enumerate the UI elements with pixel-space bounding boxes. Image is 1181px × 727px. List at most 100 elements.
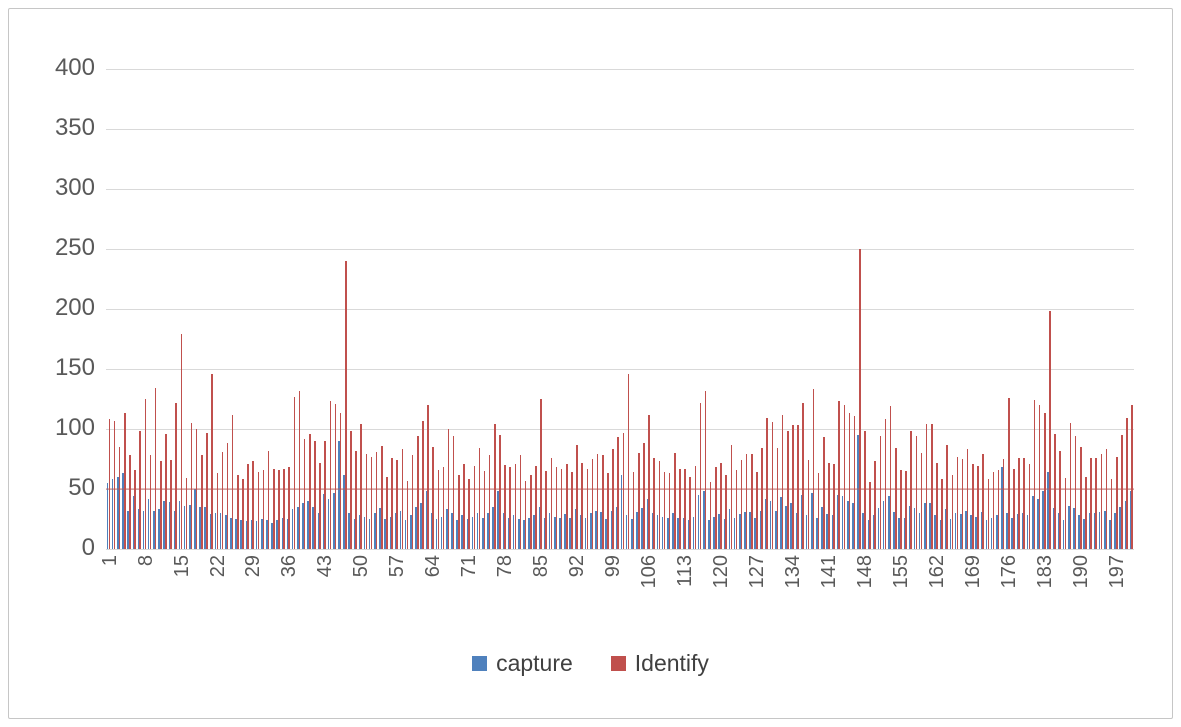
bar-identify: [977, 466, 979, 549]
bar-capture: [1021, 513, 1024, 549]
bar-capture: [1001, 467, 1003, 549]
bar-capture: [867, 520, 870, 549]
bar-capture: [934, 515, 936, 549]
overlay-line-50: [106, 488, 1134, 490]
bar-identify: [458, 474, 460, 549]
bar-capture: [841, 496, 844, 549]
bar-capture: [173, 510, 176, 549]
x-axis-label: 141: [818, 555, 841, 589]
bar-capture: [620, 474, 623, 549]
bar-identify: [889, 406, 892, 549]
bar-capture: [1098, 511, 1101, 549]
x-axis-label: 15: [170, 555, 193, 578]
bar-identify: [201, 455, 203, 549]
bar-identify: [704, 390, 707, 549]
bar-capture: [158, 509, 160, 549]
bar-capture: [882, 501, 885, 549]
bar-identify: [668, 473, 671, 549]
bar-identify: [859, 249, 861, 549]
bar-capture: [276, 520, 278, 549]
bar-identify: [231, 414, 234, 549]
bar-identify: [247, 463, 249, 549]
bar-capture: [759, 510, 762, 549]
bar-capture: [404, 520, 407, 549]
bar-capture: [980, 511, 983, 549]
bar-capture: [625, 515, 628, 549]
bar-identify: [1090, 457, 1092, 549]
bar-identify: [586, 468, 589, 549]
bar-identify: [149, 455, 152, 549]
bar-identify: [422, 420, 424, 549]
gridline: [106, 548, 1134, 550]
bar-capture: [507, 517, 510, 549]
bar-identify: [956, 456, 959, 549]
bar-identify: [941, 479, 943, 549]
bar-identify: [905, 471, 907, 549]
bar-identify: [278, 469, 280, 549]
x-axis-label: 190: [1070, 555, 1093, 589]
bar-capture: [1052, 508, 1055, 549]
bar-identify: [483, 471, 486, 549]
bar-identify: [679, 468, 681, 549]
plot-area: [106, 68, 1134, 550]
bar-identify: [123, 413, 126, 549]
bar-identify: [499, 435, 501, 549]
bar-identify: [494, 424, 496, 549]
bar-identify: [951, 474, 954, 549]
bar-capture: [199, 507, 201, 549]
bar-identify: [761, 448, 763, 549]
bar-capture: [343, 474, 345, 549]
bar-capture: [322, 493, 325, 549]
bar-identify: [1033, 400, 1036, 549]
bar-capture: [944, 509, 947, 549]
bar-identify: [303, 438, 306, 549]
bar-identify: [195, 429, 198, 549]
bar-identify: [684, 468, 686, 549]
bar-capture: [826, 514, 828, 549]
bar-capture: [420, 503, 422, 549]
x-axis-label: 1: [98, 555, 121, 567]
bar-capture: [219, 513, 222, 549]
bar-identify: [766, 418, 769, 549]
bar-identify: [720, 462, 722, 549]
bar-identify: [401, 449, 404, 549]
bar-capture: [317, 513, 320, 549]
bar-identify: [566, 463, 568, 549]
legend-label-identify: Identify: [634, 650, 709, 676]
bar-identify: [879, 436, 882, 549]
bar-capture: [564, 514, 566, 549]
bar-identify: [1064, 478, 1067, 549]
bar-identify: [792, 425, 794, 549]
bar-identify: [206, 432, 208, 549]
bar-capture: [898, 517, 900, 549]
bar-capture: [852, 503, 854, 549]
bar-capture: [769, 501, 772, 549]
bar-capture: [117, 477, 119, 549]
bar-capture: [163, 501, 165, 549]
bar-identify: [1049, 311, 1051, 549]
bar-identify: [545, 471, 547, 549]
bar-capture: [610, 510, 613, 549]
bar-identify: [930, 424, 933, 549]
bar-capture: [1114, 513, 1116, 549]
bar-identify: [350, 431, 352, 549]
bar-capture: [985, 520, 988, 549]
bar-identify: [596, 454, 599, 549]
bar-identify: [452, 436, 455, 549]
bar-identify: [386, 477, 388, 549]
bar-identify: [252, 461, 255, 549]
y-axis-label: 400: [54, 54, 95, 81]
bar-identify: [416, 436, 419, 549]
bar-capture: [348, 513, 350, 549]
bar-capture: [127, 510, 129, 549]
x-axis-label: 43: [314, 555, 337, 578]
bar-capture: [548, 513, 551, 549]
bar-identify: [869, 481, 871, 549]
bar-capture: [836, 495, 839, 549]
bar-capture: [137, 509, 140, 549]
bar-identify: [144, 399, 147, 549]
bar-identify: [817, 473, 820, 549]
bar-identify: [653, 457, 655, 549]
bar-identify: [946, 444, 948, 549]
bar-capture: [559, 517, 561, 549]
